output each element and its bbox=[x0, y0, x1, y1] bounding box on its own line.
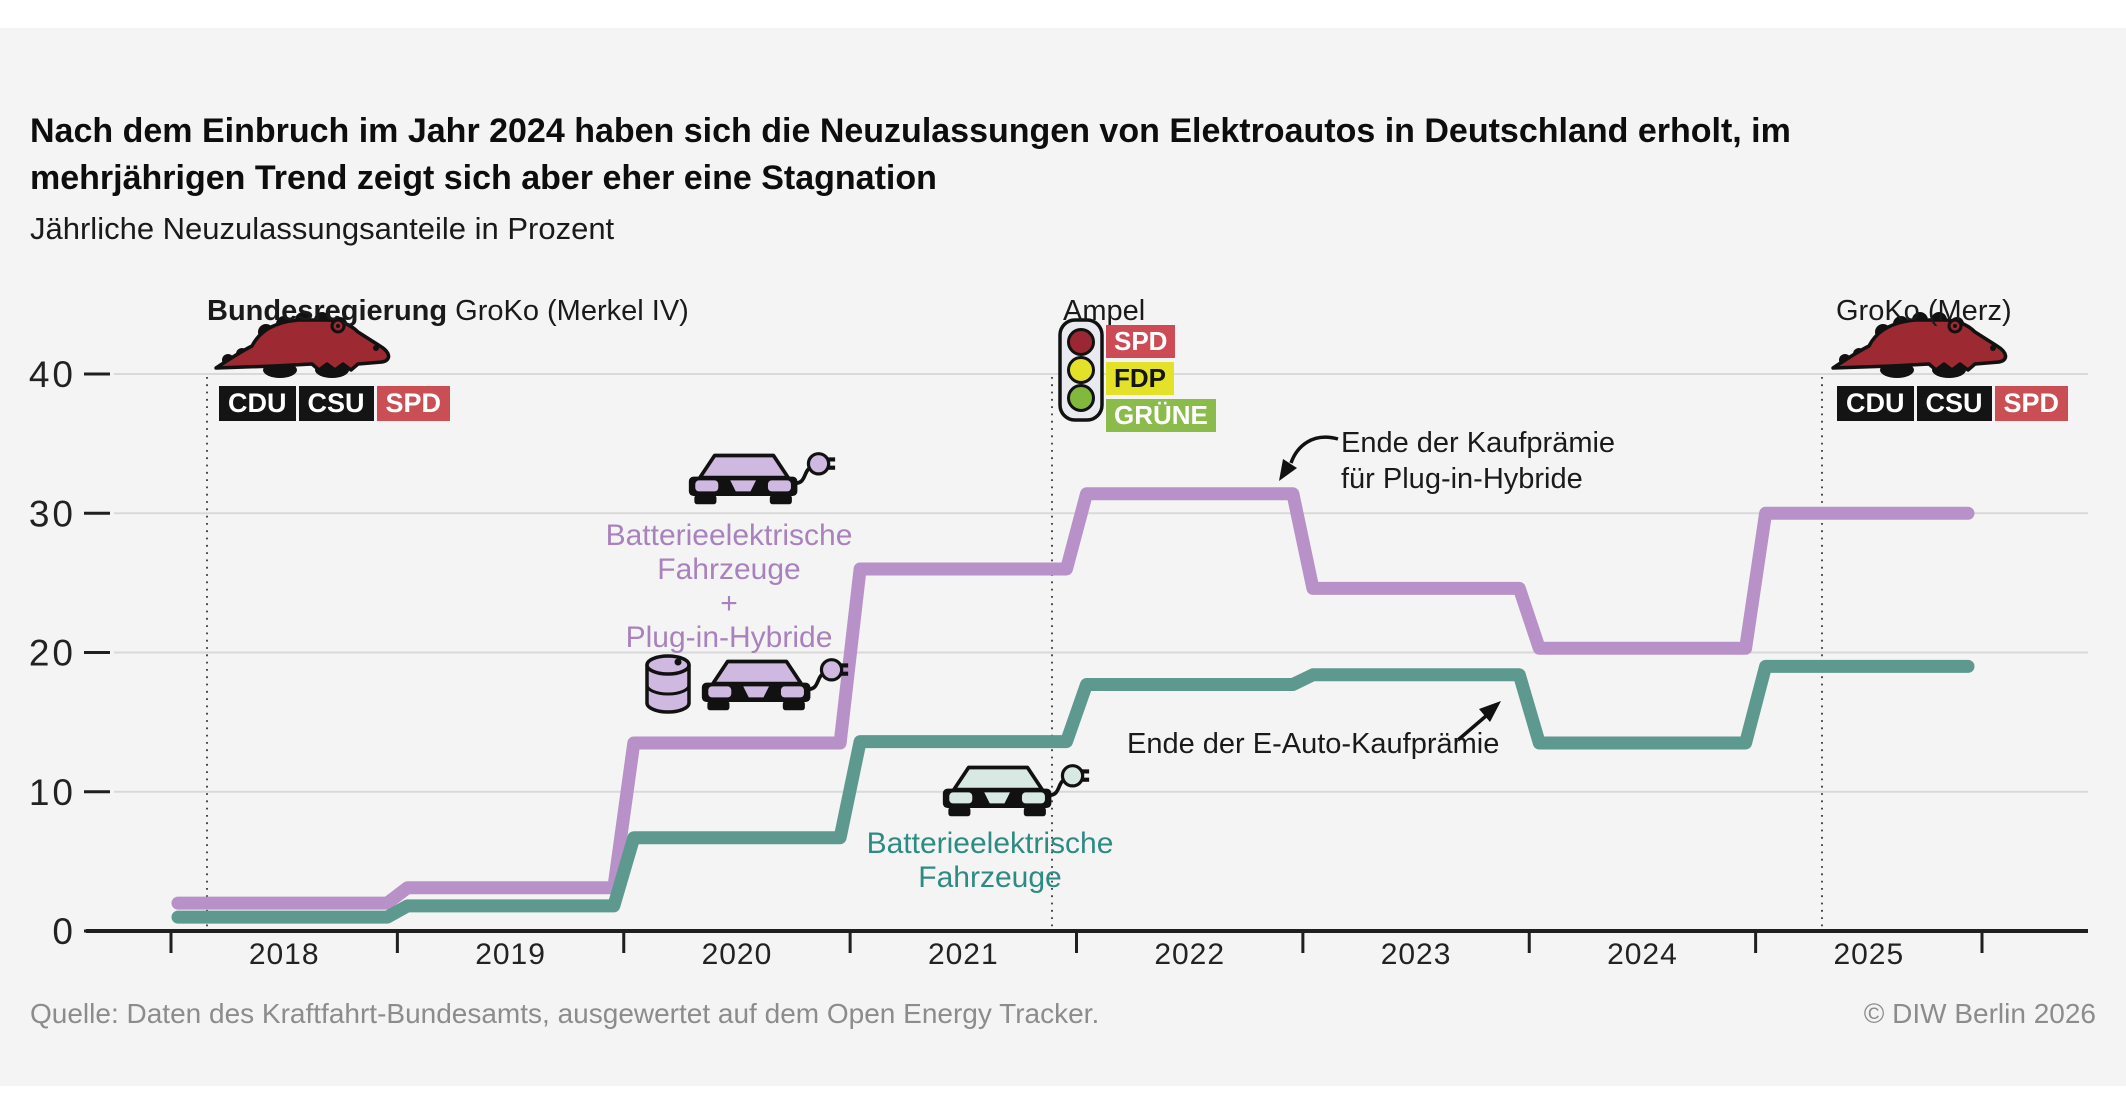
series-label-bev-phev: Batterieelektrische Fahrzeuge + Plug-in-… bbox=[574, 519, 884, 655]
y-axis-label: 0 bbox=[52, 911, 76, 952]
party-badges-ampel: SPD FDP GRÜNE bbox=[1106, 325, 1216, 432]
government-label-merz: GroKo (Merz) bbox=[1836, 295, 2012, 327]
series-label-line: Plug-in-Hybride bbox=[625, 621, 833, 654]
party-badge-spd: SPD bbox=[1106, 325, 1176, 358]
series-label-bev: Batterieelektrische Fahrzeuge bbox=[835, 827, 1145, 895]
traffic-light-icon bbox=[1058, 318, 1104, 422]
chart-title-line2: mehrjährigen Trend zeigt sich aber eher … bbox=[30, 159, 937, 197]
phev-premium-arrow bbox=[1279, 435, 1339, 481]
oil-barrel-icon bbox=[645, 654, 691, 714]
party-badge-spd: SPD bbox=[376, 386, 451, 421]
x-axis-label: 2023 bbox=[1381, 938, 1452, 971]
annotation-phev-premium: Ende der Kaufprämie für Plug-in-Hybride bbox=[1341, 425, 1615, 497]
x-axis-label: 2024 bbox=[1607, 938, 1678, 971]
party-badge-cdu: CDU bbox=[1837, 386, 1914, 421]
series-line bbox=[171, 487, 1975, 910]
government-label-ampel: Ampel bbox=[1063, 295, 1146, 327]
annotation-bev-premium: Ende der E-Auto-Kaufprämie bbox=[1127, 728, 1500, 760]
y-axis-label: 20 bbox=[29, 633, 76, 674]
electric-car-plug-icon-teal bbox=[942, 764, 1090, 817]
electric-car-plug-icon-purple bbox=[688, 452, 836, 505]
hybrid-car-plug-icon-purple bbox=[701, 658, 849, 711]
x-axis-label: 2021 bbox=[928, 938, 999, 971]
groko-merz-crocodile-icon bbox=[1831, 312, 2008, 378]
annotation-line: für Plug-in-Hybride bbox=[1341, 463, 1583, 495]
party-badge-gruene: GRÜNE bbox=[1106, 399, 1216, 432]
government-prefix: Bundesregierung bbox=[207, 295, 448, 327]
party-badge-csu: CSU bbox=[1916, 386, 1992, 421]
x-axis-label: 2018 bbox=[249, 938, 320, 971]
series-label-line: Batterieelektrische bbox=[605, 519, 853, 552]
series-label-line: Fahrzeuge bbox=[918, 861, 1062, 894]
groko-merkel-crocodile-icon bbox=[214, 312, 391, 378]
x-axis-label: 2020 bbox=[702, 938, 773, 971]
government-label-merkel: Bundesregierung GroKo (Merkel IV) bbox=[207, 295, 689, 328]
series-label-line: Fahrzeuge bbox=[657, 553, 801, 586]
copyright-note: © DIW Berlin 2026 bbox=[1863, 998, 2096, 1029]
party-badge-csu: CSU bbox=[298, 386, 374, 421]
x-axis-label: 2019 bbox=[475, 938, 546, 971]
y-axis-label: 10 bbox=[29, 772, 76, 813]
series-line bbox=[171, 659, 1975, 924]
chart-subtitle: Jährliche Neuzulassungsanteile in Prozen… bbox=[30, 211, 615, 246]
series-layer bbox=[171, 487, 1975, 924]
series-label-line: Batterieelektrische bbox=[866, 827, 1114, 860]
grid-layer: 0 10 20 30 40 2018 2019 2020 2021 2022 2023 2024 202… bbox=[29, 354, 2088, 971]
party-badge-spd: SPD bbox=[1994, 386, 2069, 421]
y-axis-label: 40 bbox=[29, 354, 76, 395]
party-badge-fdp: FDP bbox=[1106, 362, 1174, 395]
source-note: Quelle: Daten des Kraftfahrt-Bundesamts,… bbox=[30, 998, 1100, 1029]
party-badges-merz: CDU CSU SPD bbox=[1837, 386, 2069, 421]
party-badge-cdu: CDU bbox=[219, 386, 296, 421]
bev-premium-arrow bbox=[1456, 701, 1501, 742]
y-axis-label: 30 bbox=[29, 493, 76, 534]
x-axis-label: 2022 bbox=[1154, 938, 1225, 971]
series-label-line: + bbox=[720, 587, 738, 620]
government-name: GroKo (Merkel IV) bbox=[455, 295, 689, 327]
party-badges-merkel: CDU CSU SPD bbox=[219, 386, 451, 421]
annotation-line: Ende der Kaufprämie bbox=[1341, 427, 1616, 459]
x-axis-label: 2025 bbox=[1833, 938, 1904, 971]
chart-title-line1: Nach dem Einbruch im Jahr 2024 haben sic… bbox=[30, 112, 1791, 150]
chart-title: Nach dem Einbruch im Jahr 2024 haben sic… bbox=[30, 108, 2030, 202]
